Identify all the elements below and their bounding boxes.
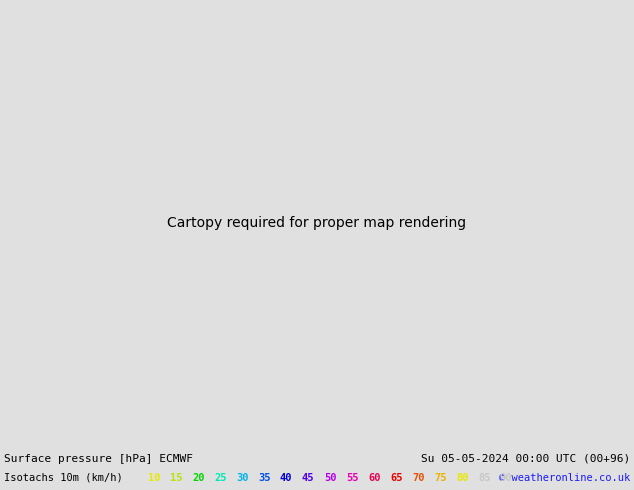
Text: 30: 30	[236, 473, 249, 483]
Text: Su 05-05-2024 00:00 UTC (00+96): Su 05-05-2024 00:00 UTC (00+96)	[421, 454, 630, 464]
Text: Surface pressure [hPa] ECMWF: Surface pressure [hPa] ECMWF	[4, 454, 193, 464]
Text: 35: 35	[258, 473, 271, 483]
Text: 65: 65	[390, 473, 403, 483]
Text: © weatheronline.co.uk: © weatheronline.co.uk	[499, 473, 630, 483]
Text: 60: 60	[368, 473, 380, 483]
Text: 45: 45	[302, 473, 314, 483]
Text: 70: 70	[412, 473, 425, 483]
Text: 80: 80	[456, 473, 469, 483]
Text: 15: 15	[170, 473, 183, 483]
Text: 90: 90	[500, 473, 512, 483]
Text: 10: 10	[148, 473, 160, 483]
Text: 50: 50	[324, 473, 337, 483]
Text: 40: 40	[280, 473, 292, 483]
Text: 25: 25	[214, 473, 226, 483]
Text: 85: 85	[478, 473, 491, 483]
Text: 55: 55	[346, 473, 358, 483]
Text: Cartopy required for proper map rendering: Cartopy required for proper map renderin…	[167, 216, 467, 230]
Text: 20: 20	[192, 473, 205, 483]
Text: 75: 75	[434, 473, 446, 483]
Text: Isotachs 10m (km/h): Isotachs 10m (km/h)	[4, 473, 123, 483]
